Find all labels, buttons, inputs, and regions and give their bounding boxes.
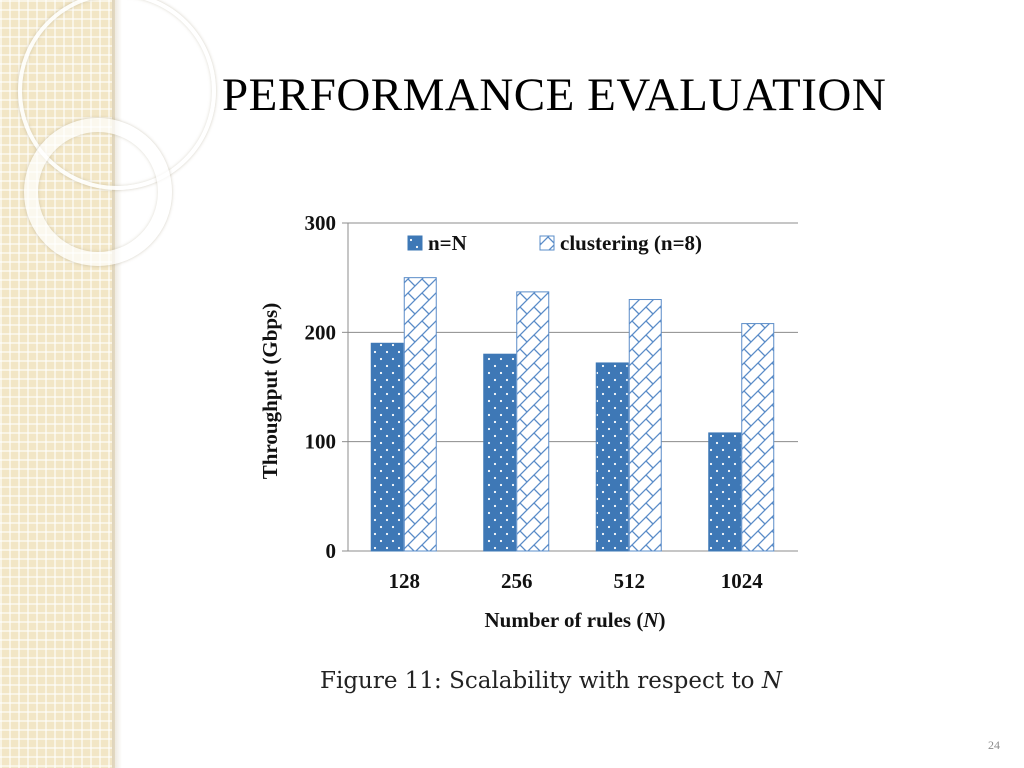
- y-tick-label: 300: [305, 211, 337, 235]
- legend-swatch-n-equals-N: [407, 235, 423, 251]
- throughput-bar-chart: 0 100 200 300 128 256 512 1024 Number of rules (…: [258, 211, 798, 632]
- legend: n=N clustering (n=8): [407, 231, 702, 255]
- bar-n-equals-N-512: [595, 362, 629, 552]
- bar-n-equals-N-256: [483, 353, 517, 552]
- x-tick-label: 1024: [721, 569, 764, 593]
- bars-layer: [370, 277, 775, 552]
- y-tick-label: 200: [305, 320, 337, 344]
- x-tick-label: 256: [501, 569, 533, 593]
- bar-clustering-128: [403, 277, 437, 552]
- legend-swatch-clustering: [539, 235, 555, 251]
- legend-label-clustering: clustering (n=8): [560, 231, 702, 255]
- y-tick-label: 100: [305, 430, 337, 454]
- y-tick-label: 0: [326, 539, 337, 563]
- caption-text: Figure 11: Scalability with respect to: [320, 668, 762, 694]
- legend-label-n-equals-N: n=N: [428, 231, 467, 255]
- page-number: 24: [988, 738, 1000, 752]
- labels-layer: 0 100 200 300 128 256 512 1024 Number of rules (…: [258, 211, 763, 632]
- bar-n-equals-N-128: [370, 342, 404, 552]
- side-band-shadow: [112, 0, 122, 768]
- figure-caption: Figure 11: Scalability with respect to N: [320, 668, 782, 694]
- bar-clustering-256: [516, 291, 550, 552]
- y-axis-label: Throughput (Gbps): [258, 303, 282, 479]
- x-tick-label: 512: [614, 569, 646, 593]
- decorative-ring-small: [24, 118, 172, 266]
- x-tick-label: 128: [389, 569, 421, 593]
- bar-n-equals-N-1024: [708, 432, 742, 552]
- bar-clustering-1024: [741, 323, 775, 552]
- bar-clustering-512: [628, 299, 662, 552]
- x-axis-label: Number of rules (N): [484, 608, 665, 632]
- caption-variable: N: [761, 668, 782, 694]
- slide-title: PERFORMANCE EVALUATION: [222, 69, 887, 121]
